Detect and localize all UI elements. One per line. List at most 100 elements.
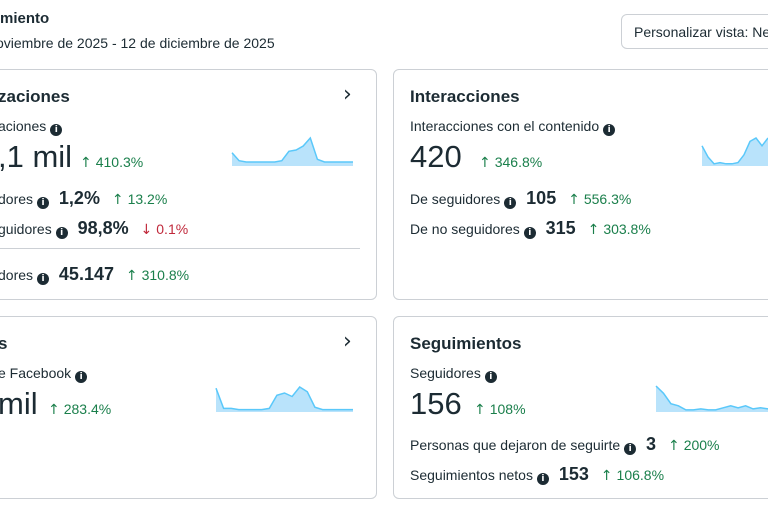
arrow-up-icon: ↑ bbox=[80, 155, 92, 171]
change-value: 108% bbox=[489, 401, 526, 417]
change-value: 310.8% bbox=[141, 267, 190, 283]
arrow-up-icon: ↑ bbox=[111, 192, 124, 208]
sparkline-area bbox=[232, 138, 353, 166]
change-value: 346.8% bbox=[494, 154, 543, 170]
info-icon[interactable]: i bbox=[484, 371, 497, 383]
metric-label-text: e Facebook bbox=[0, 365, 72, 381]
change-value: 556.3% bbox=[583, 191, 632, 207]
info-icon[interactable]: i bbox=[37, 197, 50, 209]
follows-card[interactable] bbox=[393, 316, 768, 499]
row-change: ↑ 310.8% bbox=[125, 267, 190, 284]
arrow-up-icon: ↑ bbox=[479, 155, 491, 171]
arrow-up-icon: ↑ bbox=[474, 402, 486, 418]
views-metric-label: aciones i bbox=[0, 118, 63, 136]
info-icon[interactable]: i bbox=[50, 124, 63, 136]
page-title: miento bbox=[0, 10, 50, 27]
views-row3: dores i 45.147 ↑ 310.8% bbox=[0, 264, 189, 285]
interactions-metric-label: Interacciones con el contenido i bbox=[410, 118, 616, 136]
arrow-up-icon: ↑ bbox=[48, 402, 60, 418]
row-value: 98,8% bbox=[77, 218, 129, 238]
follows-row2: Seguimientos netos i 153 ↑ 106.8% bbox=[410, 464, 664, 485]
follows-metric-label: Seguidores i bbox=[410, 365, 497, 383]
facebook-metric-change: ↑ 283.4% bbox=[48, 401, 111, 418]
change-value: 200% bbox=[683, 437, 720, 453]
interactions-row1: De seguidores i 105 ↑ 556.3% bbox=[410, 188, 631, 209]
facebook-metric-value: mil bbox=[0, 386, 38, 421]
sparkline-line bbox=[701, 137, 768, 165]
sparkline-area bbox=[216, 387, 353, 412]
chevron-right-icon[interactable]: › bbox=[343, 329, 352, 354]
info-icon[interactable]: i bbox=[504, 197, 517, 209]
row-value: 105 bbox=[526, 188, 557, 208]
row-value: 45.147 bbox=[58, 264, 114, 284]
row-label: De seguidores bbox=[410, 191, 501, 207]
interactions-metric-value: 420 bbox=[410, 139, 462, 174]
row-value: 153 bbox=[558, 464, 589, 484]
customize-view-button[interactable]: Personalizar vista: Ne bbox=[621, 14, 768, 49]
follows-card-title: Seguimientos bbox=[410, 334, 522, 353]
sparkline-line bbox=[231, 136, 353, 163]
sparkline-area bbox=[702, 138, 768, 166]
follows-metric-value: 156 bbox=[410, 386, 462, 421]
change-value: 410.3% bbox=[95, 154, 144, 170]
row-value: 1,2% bbox=[58, 188, 100, 208]
info-icon[interactable]: i bbox=[624, 443, 637, 455]
row-label: dores bbox=[0, 191, 34, 207]
row-change: ↑ 303.8% bbox=[587, 221, 651, 238]
info-icon[interactable]: i bbox=[603, 124, 616, 136]
info-icon[interactable]: i bbox=[536, 473, 549, 485]
views-row2: guidores i 98,8% ↓ 0.1% bbox=[0, 218, 188, 239]
row-change: ↑ 200% bbox=[667, 437, 720, 454]
row-change: ↑ 13.2% bbox=[111, 191, 168, 208]
interactions-sparkline bbox=[701, 137, 768, 166]
facebook-sparkline bbox=[215, 386, 353, 412]
row-change: ↑ 556.3% bbox=[568, 191, 632, 208]
arrow-down-icon: ↓ bbox=[140, 222, 153, 238]
row-value: 3 bbox=[646, 434, 657, 454]
facebook-metric-label: e Facebook i bbox=[0, 365, 88, 383]
row-change: ↑ 106.8% bbox=[600, 467, 665, 484]
row-value: 315 bbox=[545, 218, 576, 238]
row-label: guidores bbox=[0, 221, 52, 237]
metric-label-text: Interacciones con el contenido bbox=[410, 118, 600, 134]
views-card[interactable] bbox=[0, 69, 377, 300]
row-label: Personas que dejaron de seguirte bbox=[410, 437, 621, 453]
views-metric-label-text: aciones bbox=[0, 118, 47, 134]
row-change: ↓ 0.1% bbox=[140, 221, 189, 238]
date-range[interactable]: oviembre de 2025 - 12 de diciembre de 20… bbox=[0, 35, 275, 51]
facebook-card-title: s bbox=[0, 334, 8, 353]
change-value: 303.8% bbox=[603, 221, 651, 237]
views-metric-value: ,1 mil bbox=[0, 139, 73, 174]
views-row1: dores i 1,2% ↑ 13.2% bbox=[0, 188, 167, 209]
info-icon[interactable]: i bbox=[75, 371, 88, 383]
chevron-right-icon[interactable]: › bbox=[343, 82, 352, 107]
arrow-up-icon: ↑ bbox=[667, 438, 680, 454]
row-label: Seguimientos netos bbox=[410, 467, 533, 483]
change-value: 0.1% bbox=[156, 221, 189, 237]
views-card-title: zaciones bbox=[0, 87, 70, 106]
divider bbox=[0, 248, 360, 249]
interactions-card[interactable] bbox=[393, 69, 768, 300]
info-icon[interactable]: i bbox=[523, 227, 536, 239]
views-metric-change: ↑ 410.3% bbox=[80, 154, 143, 171]
arrow-up-icon: ↑ bbox=[600, 468, 613, 484]
change-value: 13.2% bbox=[127, 191, 168, 207]
row-label: De no seguidores bbox=[410, 221, 520, 237]
interactions-metric-change: ↑ 346.8% bbox=[479, 154, 542, 171]
arrow-up-icon: ↑ bbox=[125, 268, 138, 284]
info-icon[interactable]: i bbox=[55, 227, 68, 239]
metric-label-text: Seguidores bbox=[410, 365, 481, 381]
follows-row1: Personas que dejaron de seguirte i 3 ↑ 200… bbox=[410, 434, 720, 455]
sparkline-line bbox=[215, 386, 353, 411]
arrow-up-icon: ↑ bbox=[568, 192, 580, 208]
follows-sparkline bbox=[655, 385, 768, 412]
interactions-row2: De no seguidores i 315 ↑ 303.8% bbox=[410, 218, 651, 239]
follows-metric-change: ↑ 108% bbox=[474, 401, 526, 418]
change-value: 106.8% bbox=[616, 467, 665, 483]
info-icon[interactable]: i bbox=[37, 273, 50, 285]
change-value: 283.4% bbox=[63, 401, 112, 417]
arrow-up-icon: ↑ bbox=[587, 222, 600, 238]
row-label: dores bbox=[0, 267, 34, 283]
sparkline-line bbox=[655, 385, 768, 411]
interactions-card-title: Interacciones bbox=[410, 87, 520, 106]
